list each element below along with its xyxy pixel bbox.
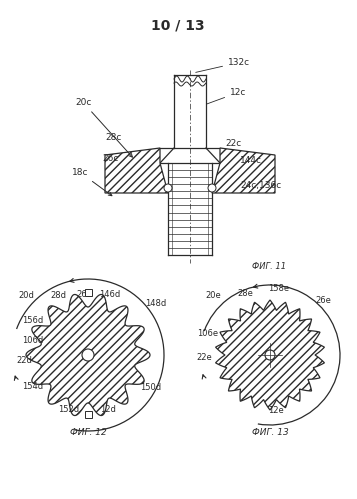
Circle shape <box>164 184 172 192</box>
Circle shape <box>208 184 216 192</box>
Text: 22d: 22d <box>16 356 32 365</box>
Circle shape <box>265 350 275 360</box>
Text: 144c: 144c <box>240 156 262 165</box>
Text: 150d: 150d <box>140 383 161 392</box>
Text: 12e: 12e <box>268 406 284 415</box>
Text: 106d: 106d <box>22 336 43 345</box>
Text: 10 / 13: 10 / 13 <box>151 18 205 32</box>
Text: 22c: 22c <box>225 139 241 148</box>
Bar <box>85 411 91 418</box>
Polygon shape <box>216 300 325 410</box>
Text: 12c: 12c <box>207 88 246 104</box>
Text: 20e: 20e <box>205 291 221 300</box>
Text: 154d: 154d <box>22 382 43 391</box>
Text: 28e: 28e <box>237 289 253 298</box>
Text: 106e: 106e <box>197 329 218 338</box>
Polygon shape <box>26 294 150 416</box>
Text: 22e: 22e <box>196 353 212 362</box>
Text: 158e: 158e <box>268 284 289 293</box>
Text: 28c: 28c <box>105 133 121 142</box>
Text: 12d: 12d <box>100 405 116 414</box>
Text: 148d: 148d <box>145 299 166 308</box>
Text: 26d: 26d <box>76 290 92 299</box>
Text: 20d: 20d <box>18 291 34 300</box>
Text: ФИГ. 13: ФИГ. 13 <box>252 428 288 437</box>
Polygon shape <box>212 148 275 193</box>
Text: ФИГ. 11: ФИГ. 11 <box>252 262 286 271</box>
Text: 18c: 18c <box>72 168 112 196</box>
Text: 26c: 26c <box>102 154 119 163</box>
Text: 20c: 20c <box>75 98 132 157</box>
Text: 152d: 152d <box>58 405 79 414</box>
Bar <box>85 289 91 296</box>
Polygon shape <box>105 148 168 193</box>
Circle shape <box>82 349 94 361</box>
Text: 26e: 26e <box>315 296 331 305</box>
Text: 132c: 132c <box>196 58 250 72</box>
Text: ФИГ. 12: ФИГ. 12 <box>70 428 106 437</box>
Text: 28d: 28d <box>50 291 66 300</box>
Text: 156d: 156d <box>22 316 43 325</box>
Text: 24c,136c: 24c,136c <box>240 181 281 190</box>
Text: 146d: 146d <box>99 290 120 299</box>
